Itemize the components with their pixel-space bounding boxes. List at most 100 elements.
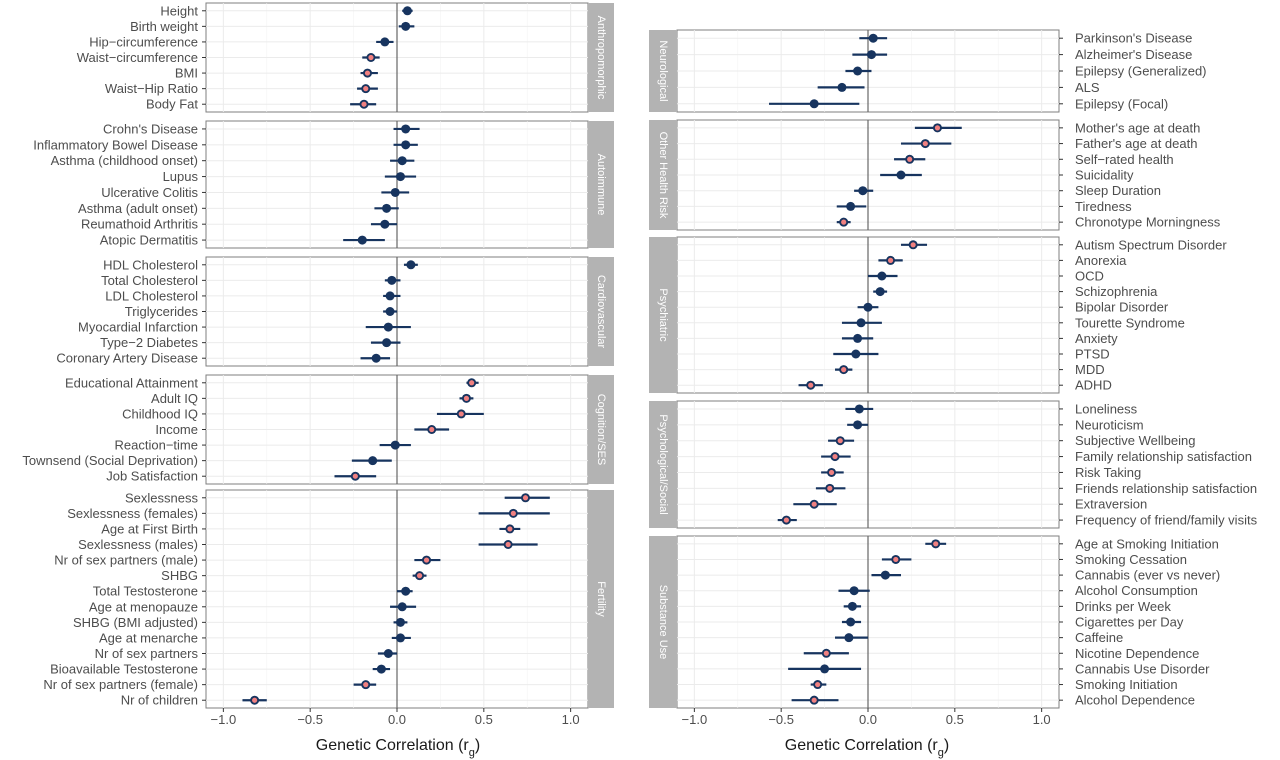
y-tick-label: SHBG (BMI adjusted) (73, 615, 198, 630)
significance-marker (469, 380, 475, 386)
point-estimate (809, 99, 819, 109)
facet-strip-label: Anthropomorphic (595, 16, 607, 100)
y-tick-label: Townsend (Social Deprivation) (22, 453, 198, 468)
significance-marker (463, 395, 470, 401)
facet-strip (588, 3, 614, 112)
y-tick-label: Nicotine Dependence (1075, 646, 1199, 661)
significance-marker (837, 438, 843, 444)
significance-marker (522, 495, 529, 501)
y-tick-label: Waist−Hip Ratio (105, 81, 198, 96)
y-tick-label: Smoking Cessation (1075, 552, 1187, 567)
y-tick-label: MDD (1075, 362, 1105, 377)
y-tick-label: Height (160, 3, 198, 18)
facet-strip-label: Cognition/SES (595, 394, 607, 466)
significance-marker (423, 557, 430, 563)
x-axis-title-subscript: g (938, 747, 944, 759)
y-tick-label: Asthma (adult onset) (78, 201, 198, 216)
y-tick-label: Sexlessness (125, 490, 198, 505)
point-estimate (383, 649, 393, 658)
x-axis-title-text: Genetic Correlation (r (316, 737, 470, 754)
significance-marker (363, 682, 369, 688)
facet-strip-label: Psychiatric (657, 288, 669, 342)
y-tick-label: Myocardial Infarction (78, 320, 198, 335)
point-estimate (371, 353, 381, 363)
significance-marker (458, 411, 464, 417)
facet-strip (588, 121, 614, 248)
y-tick-label: Drinks per Week (1075, 599, 1171, 614)
y-tick-label: Loneliness (1075, 401, 1138, 416)
y-tick-label: Age at menarche (99, 630, 198, 645)
point-estimate (844, 633, 854, 643)
y-tick-label: Waist−circumference (77, 50, 198, 65)
y-tick-label: Frequency of friend/family visits (1075, 513, 1258, 528)
point-estimate (880, 570, 890, 580)
significance-marker (416, 573, 423, 579)
significance-marker (841, 367, 847, 373)
y-tick-label: Educational Attainment (65, 375, 198, 390)
y-tick-label: Alcohol Dependence (1075, 693, 1195, 708)
y-tick-label: Asthma (childhood onset) (51, 153, 198, 168)
facet-strip-label: Neurological (657, 40, 669, 101)
point-estimate (397, 602, 407, 612)
significance-marker (910, 242, 916, 248)
y-tick-label: Age at First Birth (101, 521, 198, 536)
facet-strip (649, 120, 677, 230)
significance-marker (429, 426, 435, 433)
y-tick-label: Cigarettes per Day (1075, 615, 1184, 630)
x-axis-title-left: Genetic Correlation (rg) (316, 737, 480, 759)
y-tick-label: Sexlessness (females) (67, 506, 198, 521)
x-axis-title-right: Genetic Correlation (rg) (785, 737, 949, 759)
x-tick-label: −1.0 (211, 712, 237, 727)
y-tick-label: Family relationship satisfaction (1075, 449, 1252, 464)
significance-marker (828, 469, 835, 476)
point-estimate (385, 307, 395, 316)
point-estimate (853, 420, 863, 430)
y-tick-label: Neuroticism (1075, 417, 1144, 432)
y-tick-label: Triglycerides (125, 304, 199, 319)
significance-marker (907, 156, 913, 162)
facet-strip (649, 30, 677, 112)
y-tick-label: Cannabis Use Disorder (1075, 661, 1210, 676)
y-tick-label: Chronotype Morningness (1075, 215, 1221, 230)
point-estimate (385, 291, 395, 301)
y-tick-label: Alzheimer's Disease (1075, 47, 1192, 62)
point-estimate (896, 170, 906, 180)
point-estimate (875, 287, 885, 297)
point-estimate (856, 318, 866, 328)
significance-marker (933, 541, 939, 547)
facet-strip-label: Psychological/Social (657, 414, 669, 514)
y-tick-label: LDL Cholesterol (105, 288, 198, 303)
significance-marker (922, 140, 928, 147)
point-estimate (387, 275, 397, 285)
y-tick-label: Extraversion (1075, 497, 1147, 512)
facet-strip (649, 237, 677, 393)
point-estimate (383, 322, 393, 332)
y-tick-label: Self−rated health (1075, 152, 1174, 167)
point-estimate (820, 664, 830, 674)
point-estimate (395, 633, 405, 643)
x-tick-label: −1.0 (682, 712, 708, 727)
significance-marker (808, 382, 814, 388)
point-estimate (866, 50, 876, 60)
x-tick-label: 0.5 (946, 712, 964, 727)
y-tick-label: Cannabis (ever vs never) (1075, 568, 1220, 583)
y-tick-label: Ulcerative Colitis (101, 185, 198, 200)
y-tick-label: Nr of sex partners (female) (43, 677, 198, 692)
y-tick-label: Reaction−time (115, 438, 198, 453)
y-tick-label: Caffeine (1075, 630, 1123, 645)
significance-marker (510, 510, 516, 516)
significance-marker (364, 70, 371, 76)
y-tick-label: Anxiety (1075, 331, 1118, 346)
y-tick-label: Body Fat (146, 97, 198, 112)
point-estimate (390, 440, 400, 450)
y-tick-label: Epilepsy (Generalized) (1075, 64, 1207, 79)
point-estimate (853, 333, 863, 343)
point-estimate (401, 140, 411, 150)
point-estimate (390, 187, 400, 197)
y-tick-label: BMI (175, 66, 198, 81)
y-tick-label: Crohn's Disease (103, 121, 198, 136)
